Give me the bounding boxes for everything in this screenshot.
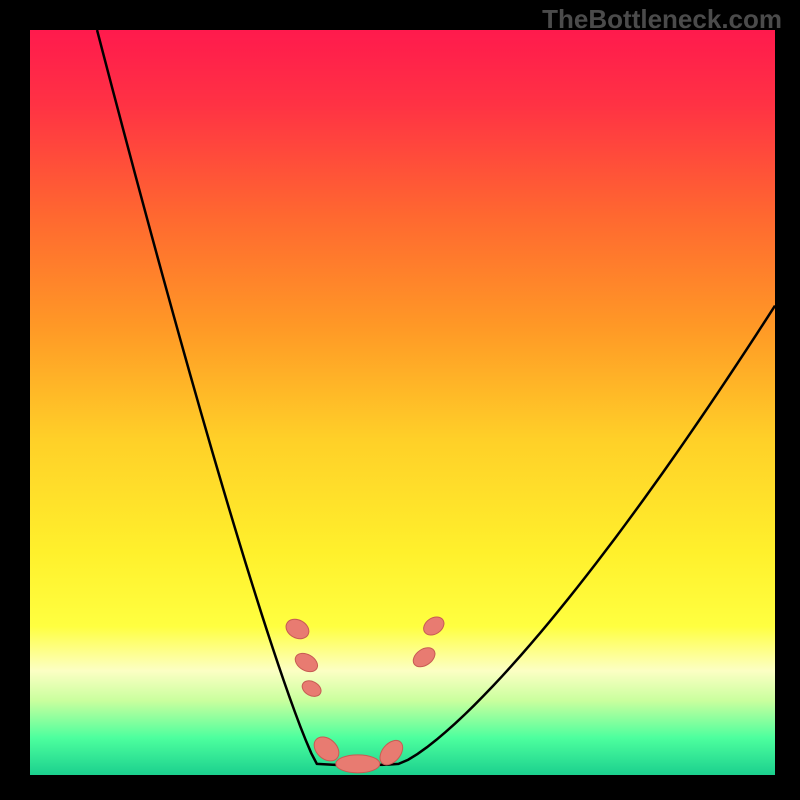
curve-marker bbox=[336, 755, 380, 773]
chart-svg bbox=[30, 30, 775, 775]
watermark-text: TheBottleneck.com bbox=[542, 4, 782, 35]
chart-container: TheBottleneck.com bbox=[0, 0, 800, 800]
plot-area bbox=[30, 30, 775, 775]
